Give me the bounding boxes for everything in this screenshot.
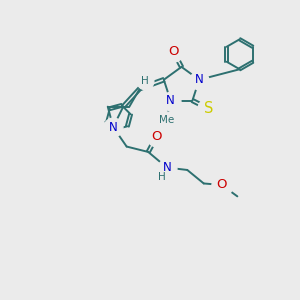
Text: Me: Me bbox=[159, 115, 175, 125]
Text: S: S bbox=[204, 101, 214, 116]
Text: O: O bbox=[217, 178, 227, 191]
Text: H: H bbox=[158, 172, 165, 182]
Text: N: N bbox=[166, 94, 175, 107]
Text: O: O bbox=[168, 45, 178, 58]
Text: N: N bbox=[109, 121, 118, 134]
Text: N: N bbox=[163, 161, 171, 174]
Text: H: H bbox=[141, 76, 149, 86]
Text: O: O bbox=[152, 130, 162, 143]
Text: N: N bbox=[195, 73, 204, 86]
